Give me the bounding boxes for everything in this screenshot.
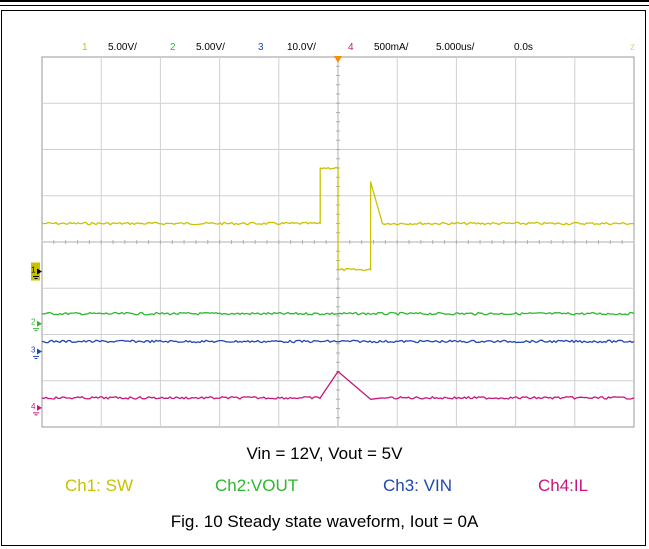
channel-legend: Ch1: SW Ch2:VOUT Ch3: VIN Ch4:IL [0,476,649,498]
top-rule [0,0,649,2]
scope-ch1-number: 1 [82,42,88,53]
trace-ch4 [41,370,635,400]
svg-text:3: 3 [31,345,36,354]
scope-header: 1 5.00V/2 5.00V/3 10.0V/4 500mA/5.000us/0.0s… [82,42,635,53]
trace-ch2 [41,311,635,316]
scope-end-marker: z [630,42,635,53]
scope-ch3-number: 3 [258,42,264,53]
scope-ch2-scale: 5.00V/ [196,42,225,53]
scope-ch4-scale: 500mA/ [374,42,409,53]
scope-timebase: 5.000us/ [436,42,475,53]
svg-text:1: 1 [31,266,36,275]
marker-ch4: 4 [31,402,42,416]
svg-text:4: 4 [31,402,36,411]
scope-ch2-number: 2 [170,42,176,53]
legend-ch2: Ch2:VOUT [215,476,299,495]
trigger-marker [334,56,342,63]
scope-grid [41,56,635,428]
legend-ch3: Ch3: VIN [383,476,452,495]
marker-ch2: 2 [31,318,42,332]
legend-ch1: Ch1: SW [65,476,134,495]
scope-ch3-scale: 10.0V/ [287,42,316,53]
scope-ch4-number: 4 [348,42,354,53]
top-rule-thin [0,5,649,6]
trace-ch3 [41,339,635,344]
scope-traces [41,166,635,400]
scope-ch1-scale: 5.00V/ [108,42,137,53]
conditions-label: Vin = 12V, Vout = 5V [246,444,403,463]
marker-ch3: 3 [31,345,42,359]
scope-delay: 0.0s [514,42,533,53]
trace-ch1 [42,166,635,272]
figure-caption: Fig. 10 Steady state waveform, Iout = 0A [170,512,479,531]
figure-border [1,10,646,546]
svg-text:2: 2 [31,318,36,327]
marker-ch1: 1 [31,262,42,281]
channel-markers: 1 2 3 4 [31,262,42,416]
legend-ch4: Ch4:IL [538,476,589,495]
